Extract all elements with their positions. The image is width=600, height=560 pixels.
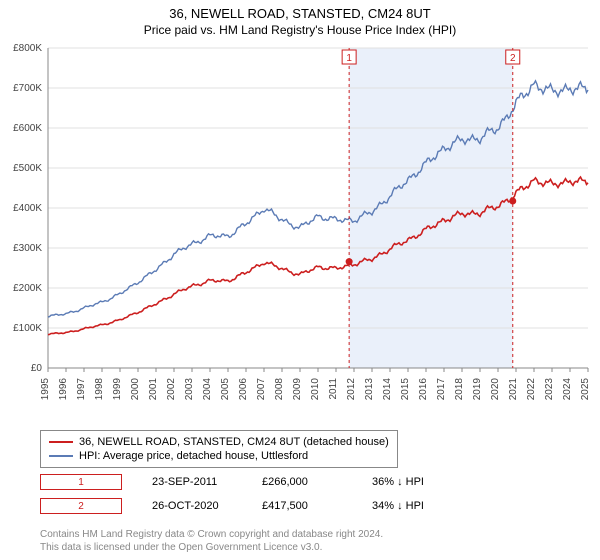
sale-price: £417,500 [262, 500, 342, 512]
svg-text:£400K: £400K [13, 203, 42, 214]
sale-row: 1 23-SEP-2011 £266,000 36% ↓ HPI [40, 470, 452, 494]
svg-text:£300K: £300K [13, 243, 42, 254]
svg-text:2010: 2010 [310, 378, 321, 401]
svg-text:2023: 2023 [544, 378, 555, 401]
svg-text:£800K: £800K [13, 43, 42, 54]
chart-area: £0 £100K £200K £300K £400K £500K £600K £700K £80… [0, 42, 600, 422]
legend-swatch [49, 441, 73, 443]
svg-text:2004: 2004 [202, 378, 213, 401]
legend-item: 36, NEWELL ROAD, STANSTED, CM24 8UT (det… [49, 435, 389, 449]
svg-text:1998: 1998 [94, 378, 105, 401]
svg-text:2013: 2013 [364, 378, 375, 401]
svg-text:£600K: £600K [13, 123, 42, 134]
sale-marker: 2 [40, 498, 122, 514]
svg-text:2006: 2006 [238, 378, 249, 401]
svg-text:2025: 2025 [580, 378, 591, 401]
svg-text:1999: 1999 [112, 378, 123, 401]
svg-text:2018: 2018 [454, 378, 465, 401]
chart-title: 36, NEWELL ROAD, STANSTED, CM24 8UT [0, 0, 600, 21]
chart-subtitle: Price paid vs. HM Land Registry's House … [0, 21, 600, 37]
sale-delta: 36% ↓ HPI [372, 476, 452, 488]
footnote-line: Contains HM Land Registry data © Crown c… [40, 528, 383, 541]
svg-text:£100K: £100K [13, 323, 42, 334]
svg-text:2016: 2016 [418, 378, 429, 401]
svg-text:2021: 2021 [508, 378, 519, 401]
footnote-line: This data is licensed under the Open Gov… [40, 541, 383, 554]
svg-text:2002: 2002 [166, 378, 177, 401]
sale-row: 2 26-OCT-2020 £417,500 34% ↓ HPI [40, 494, 452, 518]
svg-text:2022: 2022 [526, 378, 537, 401]
svg-text:1997: 1997 [76, 378, 87, 401]
svg-text:2001: 2001 [148, 378, 159, 401]
footnote: Contains HM Land Registry data © Crown c… [40, 528, 383, 554]
sales-table: 1 23-SEP-2011 £266,000 36% ↓ HPI 2 26-OCT-202… [40, 470, 452, 518]
legend-label: 36, NEWELL ROAD, STANSTED, CM24 8UT (det… [79, 436, 389, 448]
svg-text:2008: 2008 [274, 378, 285, 401]
svg-text:£500K: £500K [13, 163, 42, 174]
svg-text:2: 2 [510, 53, 516, 64]
sale-date: 26-OCT-2020 [152, 500, 232, 512]
svg-text:2009: 2009 [292, 378, 303, 401]
sale-marker: 1 [40, 474, 122, 490]
legend-item: HPI: Average price, detached house, Uttl… [49, 449, 389, 463]
svg-text:2012: 2012 [346, 378, 357, 401]
svg-text:2015: 2015 [400, 378, 411, 401]
svg-text:1996: 1996 [58, 378, 69, 401]
sale-date: 23-SEP-2011 [152, 476, 232, 488]
svg-text:2000: 2000 [130, 378, 141, 401]
svg-text:2019: 2019 [472, 378, 483, 401]
svg-text:2007: 2007 [256, 378, 267, 401]
svg-text:£200K: £200K [13, 283, 42, 294]
chart-container: 36, NEWELL ROAD, STANSTED, CM24 8UT Pric… [0, 0, 600, 560]
svg-text:£0: £0 [31, 363, 43, 374]
svg-text:2011: 2011 [328, 378, 339, 400]
svg-text:2017: 2017 [436, 378, 447, 401]
svg-text:2014: 2014 [382, 378, 393, 401]
legend-swatch [49, 455, 73, 457]
svg-text:2003: 2003 [184, 378, 195, 401]
svg-text:1995: 1995 [40, 378, 51, 401]
line-chart: £0 £100K £200K £300K £400K £500K £600K £700K £80… [0, 42, 600, 422]
svg-text:2024: 2024 [562, 378, 573, 401]
svg-text:2020: 2020 [490, 378, 501, 401]
legend: 36, NEWELL ROAD, STANSTED, CM24 8UT (det… [40, 430, 398, 468]
svg-text:1: 1 [346, 53, 352, 64]
svg-text:£700K: £700K [13, 83, 42, 94]
legend-label: HPI: Average price, detached house, Uttl… [79, 450, 308, 462]
sale-delta: 34% ↓ HPI [372, 500, 452, 512]
sale-price: £266,000 [262, 476, 342, 488]
svg-text:2005: 2005 [220, 378, 231, 401]
